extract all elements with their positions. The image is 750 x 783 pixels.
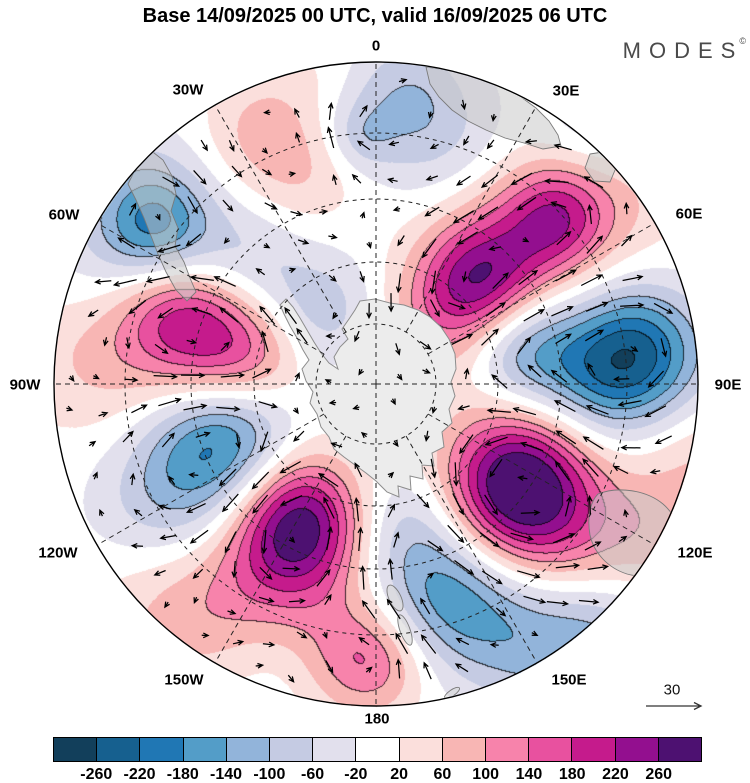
antarctica-landmass [279, 298, 457, 498]
colorbar-cell-14 [658, 738, 702, 761]
vector-reference-label: 30 [663, 681, 681, 699]
colorbar-tick-100: 100 [472, 766, 500, 783]
vector-reference-arrow [646, 701, 703, 711]
meridian-line [96, 222, 325, 355]
meridian-line [214, 104, 347, 333]
colorbar-tick--20: -20 [344, 766, 368, 783]
colorbar-cell-3 [183, 738, 227, 761]
colorbar-cell-12 [572, 738, 616, 761]
lon-label-90w: 90W [9, 376, 41, 394]
meridian-line [96, 413, 325, 546]
colorbar-cell-0 [54, 738, 98, 761]
colorbar-cell-10 [486, 738, 530, 761]
colorbar-tick--60: -60 [301, 766, 325, 783]
colorbar-tick-260: 260 [645, 766, 673, 783]
wind-arrows [66, 78, 674, 683]
colorbar-tick--100: -100 [253, 766, 286, 783]
colorbar-cell-13 [615, 738, 659, 761]
meridian-line [427, 413, 656, 546]
colorbar-tick--260: -260 [80, 766, 113, 783]
colorbar-cell-2 [140, 738, 184, 761]
meridian-line [405, 435, 538, 664]
lon-label-30w: 30W [172, 81, 204, 99]
colorbar-cell-5 [270, 738, 314, 761]
meridian-line [405, 104, 538, 333]
lon-label-0: 0 [371, 37, 381, 55]
lon-label-120e: 120E [677, 544, 713, 562]
colorbar-tick--220: -220 [123, 766, 156, 783]
colorbar-tick-140: 140 [515, 766, 543, 783]
colorbar-cell-8 [399, 738, 443, 761]
latitude-circle [124, 132, 628, 636]
colorbar-tick-60: 60 [433, 766, 452, 783]
meridian-line [214, 435, 347, 664]
new-zealand-landmass [386, 584, 404, 612]
lon-label-60w: 60W [48, 206, 80, 224]
new-zealand-landmass [397, 614, 413, 646]
colorbar-tick-180: 180 [558, 766, 586, 783]
tasmania-landmass [633, 589, 643, 599]
latitude-circle [315, 323, 437, 445]
wind-arrow-path [66, 78, 674, 683]
colorbar-tick-220: 220 [602, 766, 629, 783]
colorbar-tick--140: -140 [210, 766, 243, 783]
lon-label-120w: 120W [38, 544, 78, 562]
colorbar [53, 737, 702, 762]
colorbar-cell-9 [442, 738, 487, 761]
colorbar-cell-7 [356, 738, 400, 761]
lon-label-60e: 60E [675, 205, 703, 223]
lon-label-30e: 30E [552, 82, 580, 100]
colorbar-cell-11 [529, 738, 573, 761]
south-america-landmass [127, 148, 197, 302]
colorbar-tick--180: -180 [166, 766, 199, 783]
lon-label-90e: 90E [714, 376, 742, 394]
reference-arrow-glyph [646, 701, 703, 711]
lon-label-150e: 150E [551, 671, 587, 689]
meridian-line [427, 222, 656, 355]
map-boundary-circle [53, 61, 699, 707]
colorbar-cell-4 [226, 738, 271, 761]
lon-label-150w: 150W [164, 671, 204, 689]
graticule [55, 63, 697, 705]
colorbar-cell-1 [97, 738, 141, 761]
colorbar-cell-6 [313, 738, 357, 761]
colorbar-tick-20: 20 [390, 766, 409, 783]
lon-label-180: 180 [364, 710, 390, 728]
